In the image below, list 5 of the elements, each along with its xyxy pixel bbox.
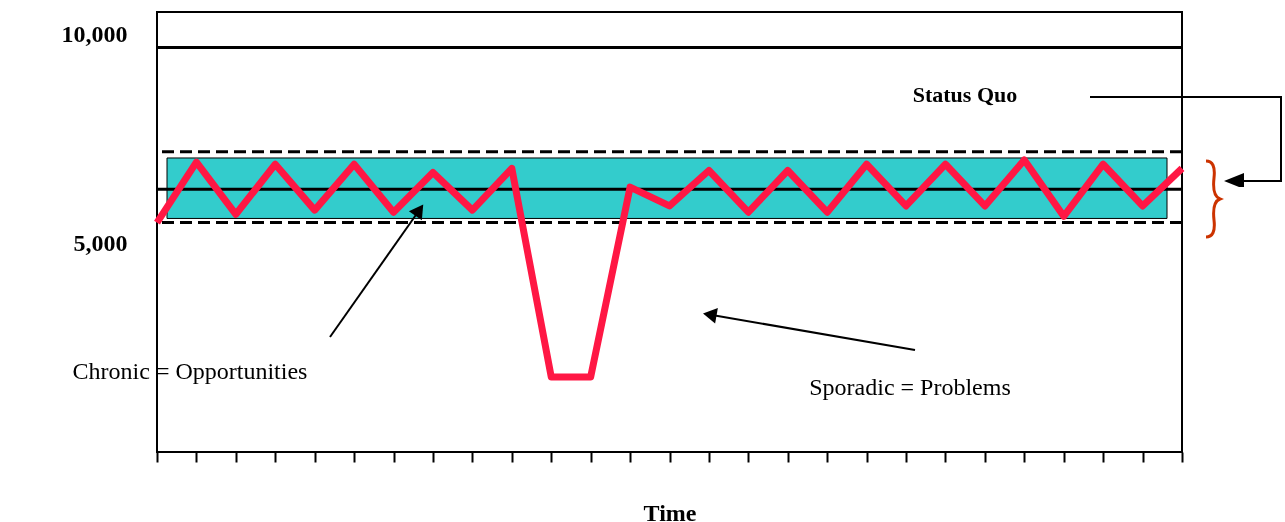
annotation: Status Quo xyxy=(912,82,1018,107)
annotation: Sporadic = Problems xyxy=(809,374,1011,400)
y-tick-label: 5,000 xyxy=(73,229,128,256)
y-tick-label: 10,000 xyxy=(61,21,128,48)
x-axis-title: Time xyxy=(643,499,697,522)
